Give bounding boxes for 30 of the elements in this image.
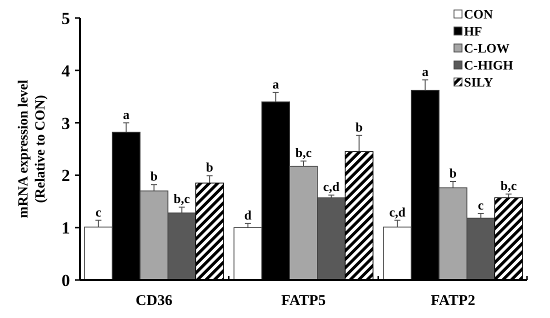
data-label: c [478,197,484,212]
data-label: c [96,204,102,220]
data-label: b,c [295,145,312,160]
data-label: b,c [500,178,517,194]
data-label: b [449,165,457,180]
legend-label: C-HIGH [464,58,514,73]
legend-label: CON [464,6,494,22]
y-tick-label: 5 [62,8,70,28]
data-label: b [206,160,214,175]
data-label: d [244,207,252,222]
data-label: b [355,119,363,134]
legend-label: HF [464,24,482,39]
y-tick-label: 2 [62,166,70,186]
y-tick-label: 3 [62,114,70,133]
y-tick-label: 0 [62,270,70,290]
data-label: c,d [323,179,340,194]
data-label: b [150,168,158,184]
legend-label: SILY [464,74,494,90]
legend-label: C-LOW [464,40,510,56]
y-axis-title: mRNA expression level (Relative to CON) [16,80,48,218]
x-tick-label: CD36 [136,293,173,309]
data-label: a [272,76,280,92]
y-tick-label: 1 [62,218,70,238]
data-label: a [122,106,130,122]
x-tick-label: FATP2 [430,293,476,309]
data-label: a [422,64,429,79]
x-tick-label: FATP5 [281,293,326,309]
y-tick-label: 4 [62,61,70,80]
data-label: b,c [174,191,190,206]
data-label: c,d [389,204,406,220]
